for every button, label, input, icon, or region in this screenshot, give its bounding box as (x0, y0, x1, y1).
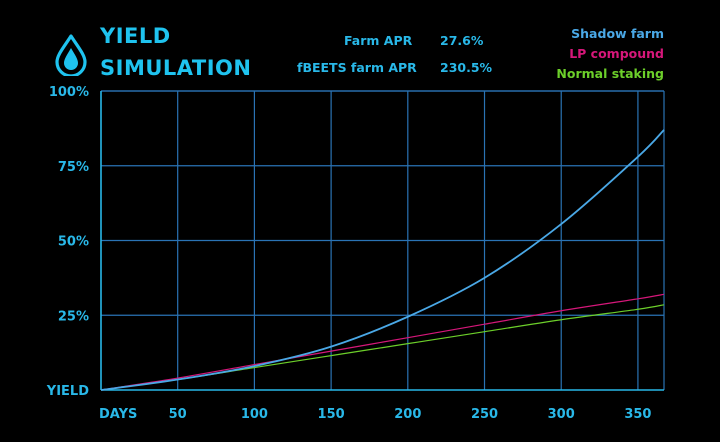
x-tick-label: 200 (394, 407, 421, 422)
farm-apr-label: Farm APR (344, 33, 413, 48)
x-tick-label: 300 (548, 407, 575, 422)
x-tick-label: 250 (471, 407, 498, 422)
legend-shadow-farm: Shadow farm (571, 26, 664, 41)
y-tick-label: 100% (49, 85, 89, 100)
y-tick-label: 50% (58, 235, 89, 250)
fbeets-apr-label: fBEETS farm APR (297, 60, 417, 75)
legend-normal-staking: Normal staking (556, 66, 664, 81)
x-tick-label: 150 (318, 407, 345, 422)
y-axis-label: YIELD (46, 384, 89, 399)
water-drop-icon (55, 34, 87, 76)
x-axis-label: DAYS (99, 407, 137, 422)
legend-lp-compound: LP compound (569, 46, 664, 61)
page-title: YIELD (100, 24, 171, 48)
page-subtitle: SIMULATION (100, 56, 252, 80)
series-line-lp-compound (100, 293, 665, 391)
series-line-shadow-farm (100, 129, 665, 391)
x-tick-label: 350 (624, 407, 651, 422)
x-tick-label: 50 (169, 407, 187, 422)
x-tick-label: 100 (241, 407, 268, 422)
farm-apr-value: 27.6% (440, 33, 484, 48)
fbeets-apr-value: 230.5% (440, 60, 493, 75)
y-tick-label: 75% (58, 160, 89, 175)
y-tick-label: 25% (58, 309, 89, 324)
